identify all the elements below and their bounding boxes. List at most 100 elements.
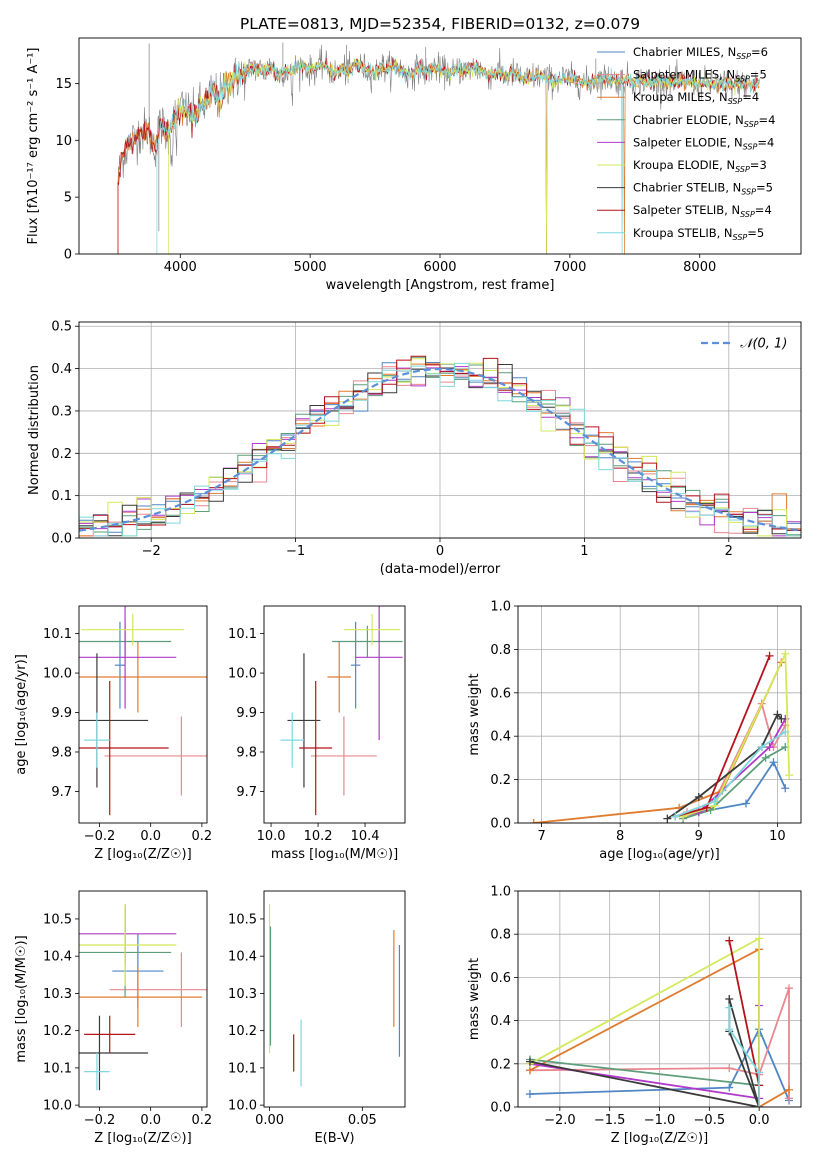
spectrum-legend: Chabrier MILES, NSSP=6 Salpeter MILES, NS… [597,45,775,242]
x-axis-label: (data-model)/error [380,562,501,577]
x-tick-label: 7 [537,829,545,844]
weight-marker [529,819,538,823]
y-tick-label: 0.0 [490,817,511,832]
x-tick-label: 0.2 [192,829,213,844]
y-tick-label: 0.5 [51,320,72,335]
weight-series-kroupa-stelib [725,1003,764,1107]
x-tick-label: 0.00 [255,1113,284,1128]
weight-marker [781,784,790,793]
errorbar-kroupa-stelib [84,1053,110,1091]
y-tick-label: 10.0 [228,1099,257,1114]
y-axis-label: Flux [fλ10⁻¹⁷ erg cm⁻² s⁻¹ A⁻¹] [26,48,41,245]
errorbar-chabrier-stelib [287,653,321,788]
mass_vs_Z-frame [78,890,208,1108]
y-tick-label: 10.1 [228,627,257,642]
x-tick-label: −1 [286,544,305,559]
weight-series-kroupa-elodie [679,649,794,821]
errorbar-kroupa-miles [327,641,351,713]
y-axis-label: age [log₁₀(age/yr)] [14,654,29,775]
errorbar-kroupa-elodie [343,613,401,646]
x-axis-label: Z [log₁₀(Z/Z☉)] [94,1131,191,1146]
x-tick-label: 9 [695,829,703,844]
weight-marker [725,1003,734,1012]
errorbar-salpeter-elodie [355,606,403,741]
y-tick-label: 15 [55,77,72,92]
x-tick-label: 10.0 [257,829,286,844]
x-tick-label: 4000 [164,260,197,275]
errorbar-kroupa-elodie [79,904,177,986]
x-tick-label: 7000 [553,260,586,275]
errorbar-salpeter-stelib [79,680,169,816]
age_vs_Z-frame [78,605,208,824]
y-tick-label: 5 [64,191,72,206]
y-tick-label: 10.2 [228,1024,257,1039]
y-tick-label: 10.0 [43,1099,72,1114]
weight-marker [755,934,764,943]
x-tick-label: 0.0 [140,1113,161,1128]
y-tick-label: 10.3 [228,987,257,1002]
x-tick-label: 0.05 [348,1113,377,1128]
y-tick-label: 10.0 [228,667,257,682]
weight-marker [725,1083,734,1092]
y-tick-label: 0.6 [490,686,511,701]
gaussian-curve [79,367,801,532]
x-tick-label: 10 [769,829,786,844]
y-tick-label: 0.2 [490,773,511,788]
y-tick-label: 9.9 [51,706,72,721]
y-tick-label: 0.2 [51,447,72,462]
legend-entry-gaussian: 𝒩(0, 1) [740,337,787,352]
x-tick-label: −0.5 [694,1113,726,1128]
age_vs_mass-axes: 10.0 10.2 10.4 9.7 9.8 9.9 10.0 10.1 mass [log₁₀… [228,627,398,862]
weight-marker [761,753,770,762]
y-tick-label: 10.5 [43,912,72,927]
errorbar-salpeter-miles [311,716,377,796]
y-tick-label: 10.0 [43,667,72,682]
x-axis-label: Z [log₁₀(Z/Z☉)] [94,847,191,862]
y-tick-label: 10.3 [43,987,72,1002]
weight-marker [525,1057,534,1066]
x-tick-label: 5000 [294,260,327,275]
x-axis-label: Z [log₁₀(Z/Z☉)] [611,1131,708,1146]
y-tick-label: 9.8 [51,745,72,760]
age_vs_Z-plot-area [79,606,207,816]
y-tick-label: 10.1 [228,1061,257,1076]
x-tick-label: 2 [725,544,733,559]
weight-marker [765,743,774,752]
errorbar-kroupa-elodie [81,613,184,646]
y-tick-label: 0.4 [490,730,511,745]
weight-marker [725,936,734,945]
y-tick-label: 0.3 [51,404,72,419]
residuals-frame [78,321,802,539]
errorbar-kroupa-miles [79,641,207,713]
legend-entry-salpeter-miles: Salpeter MILES, NSSP=5 [633,68,767,84]
y-tick-label: 1.0 [490,600,511,615]
x-tick-label: 10.4 [351,829,380,844]
weight_vs_Z-plot-area [525,934,794,1107]
weight-series-salpeter-elodie [679,714,790,821]
legend-entry-kroupa-miles: Kroupa MILES, NSSP=4 [633,90,759,106]
weight-marker [725,1064,734,1073]
y-tick-label: 0.6 [490,971,511,986]
y-tick-label: 10.2 [43,1024,72,1039]
errorbar-salpeter-stelib [84,1015,136,1053]
weight-marker [710,797,719,806]
errorbar-salpeter-miles [104,716,207,796]
y-tick-label: 0.4 [490,1014,511,1029]
mass_vs_ebv-axes: 0.00 0.05 10.0 10.1 10.2 10.3 10.4 10.5 E(B-V) [228,912,377,1146]
weight-marker [777,714,786,723]
y-tick-label: 9.7 [51,785,72,800]
mass_vs_Z-plot-area [79,904,207,1091]
legend-entry-salpeter-elodie: Salpeter ELODIE, NSSP=4 [633,135,774,151]
legend-entry-chabrier-miles: Chabrier MILES, NSSP=6 [633,45,768,61]
errorbar-salpeter-miles [109,952,207,1027]
y-tick-label: 10 [55,134,72,149]
x-tick-label: −0.2 [84,829,116,844]
x-tick-label: 0 [436,544,444,559]
age_vs_mass-plot-area [280,606,403,816]
weight-marker [671,812,680,821]
y-tick-label: 9.8 [236,745,257,760]
y-axis-label: mass weight [467,673,482,755]
weight-marker [785,984,794,993]
spectrum-data-line [117,44,760,184]
